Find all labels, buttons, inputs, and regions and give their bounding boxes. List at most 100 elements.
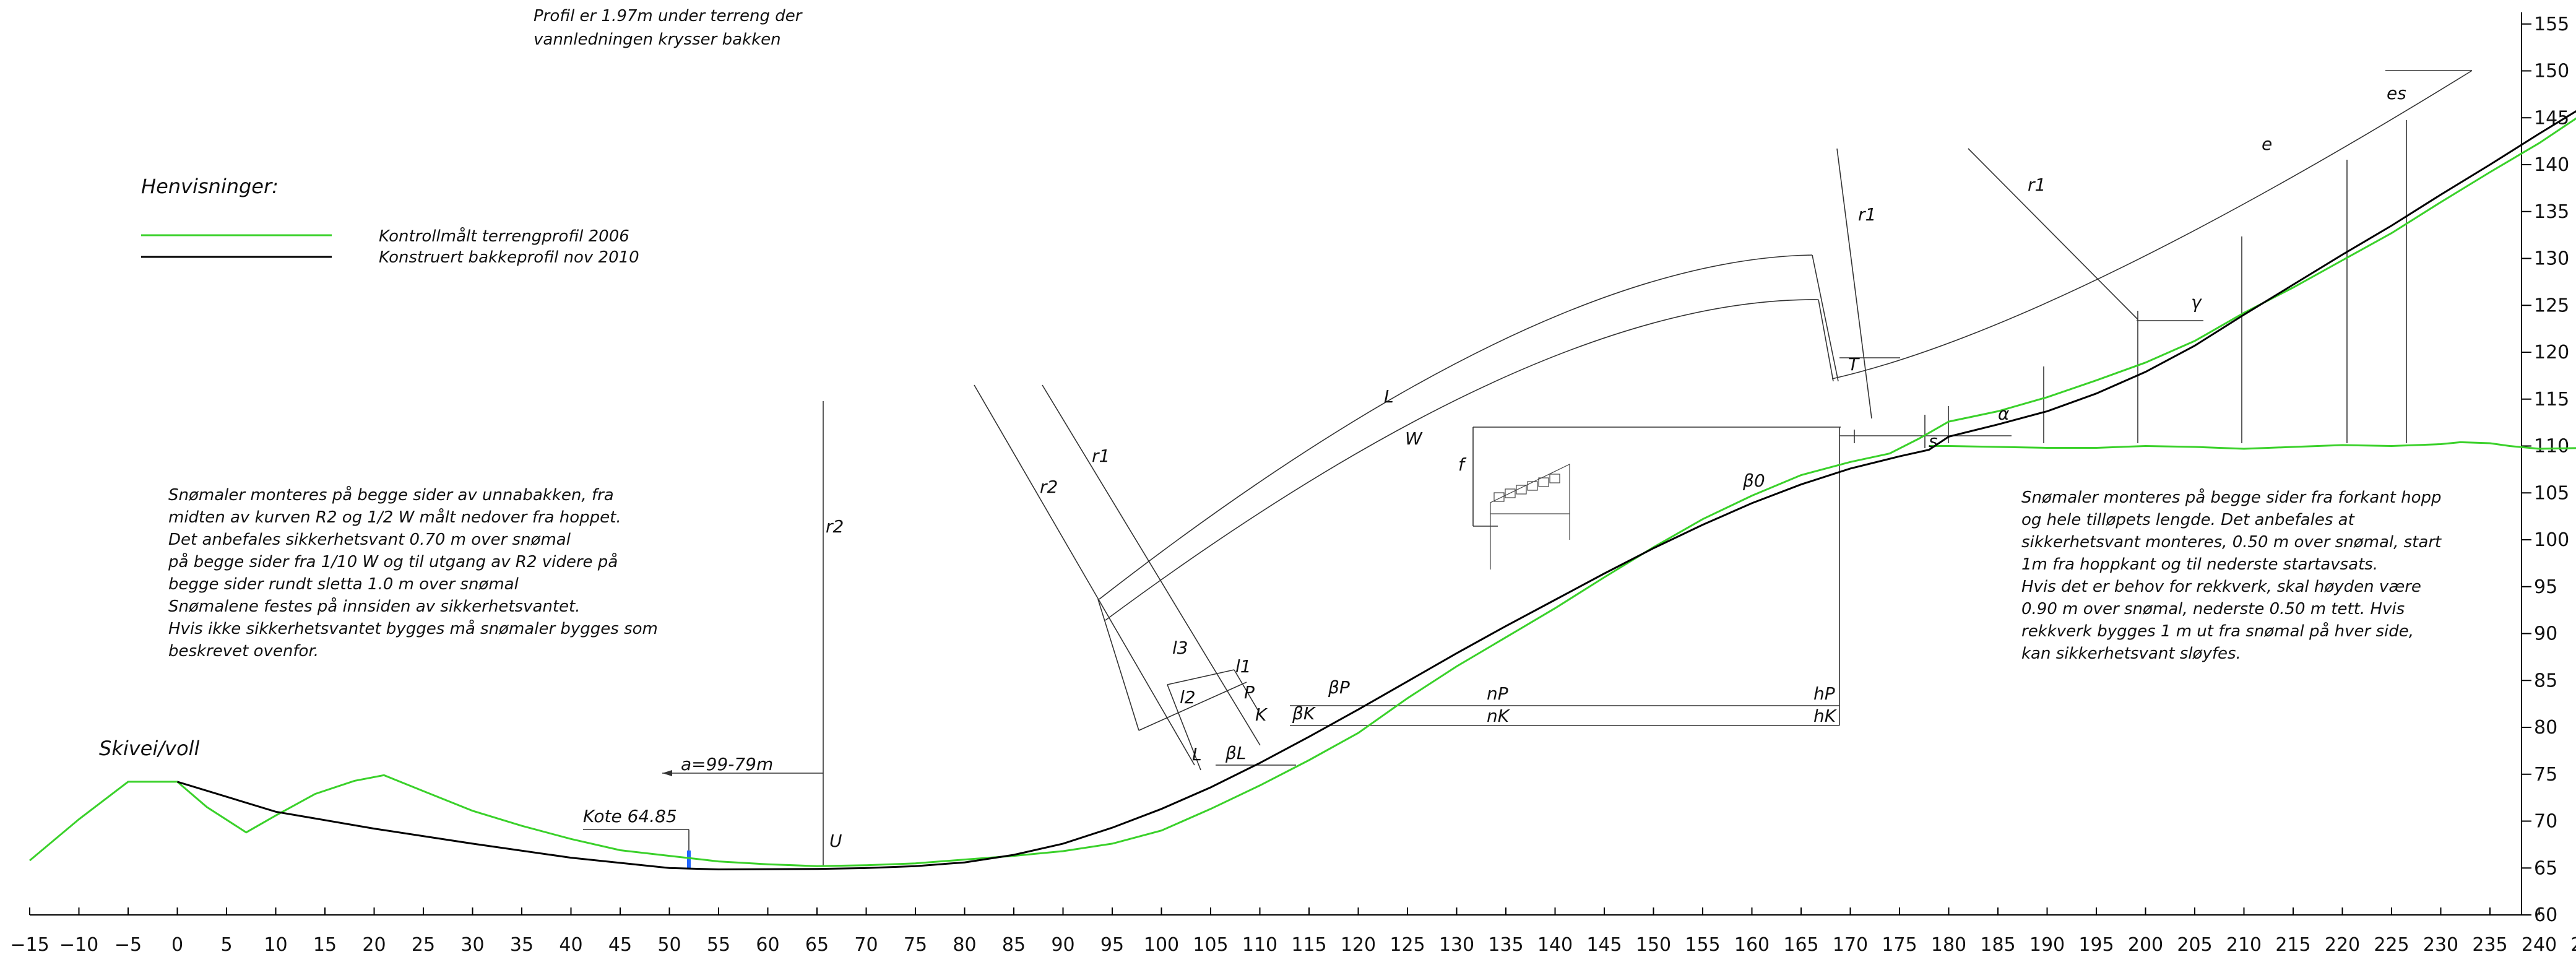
skivei-label: Skivei/voll xyxy=(99,737,199,760)
y-axis-tick-label: 150 xyxy=(2534,61,2569,82)
note-right-line: Snømaler monteres på begge sider fra for… xyxy=(2021,488,2442,507)
header-note-line2: vannledningen krysser bakken xyxy=(534,30,781,49)
x-axis-tick-label: 150 xyxy=(1636,934,1671,956)
betaP-label: βP xyxy=(1328,677,1350,698)
y-axis-tick-label: 115 xyxy=(2534,389,2569,410)
x-axis-tick-label: 15 xyxy=(313,934,337,956)
x-axis-tick-label: 135 xyxy=(1488,934,1523,956)
x-axis-tick-label: 230 xyxy=(2423,934,2458,956)
s-label: s xyxy=(1929,431,1938,451)
x-axis-tick-label: 200 xyxy=(2128,934,2163,956)
r2-radial-label: r2 xyxy=(1040,477,1058,497)
terrain-profile-2006-line xyxy=(29,117,2576,867)
y-axis-tick-label: 95 xyxy=(2534,576,2557,598)
nK-label: nK xyxy=(1487,706,1511,726)
y-axis-tick-label: 120 xyxy=(2534,342,2569,363)
y-axis-tick-label: 90 xyxy=(2534,623,2557,645)
y-axis-tick-label: 140 xyxy=(2534,154,2569,176)
es-label: es xyxy=(2387,83,2406,103)
x-axis-tick-label: 20 xyxy=(362,934,386,956)
x-axis-ticks: −15 −10 −5 0 5 10 15 20 25 30 35 40 45 50 55 60 65 70 75 80… xyxy=(10,907,2576,956)
x-axis-tick-label: 110 xyxy=(1242,934,1277,956)
y-axis-tick-label: 125 xyxy=(2534,295,2569,316)
note-left-line: på begge sider fra 1/10 W og til utgang … xyxy=(168,552,618,571)
note-left-line: Snømaler monteres på begge sider av unna… xyxy=(168,485,614,504)
note-left-line: midten av kurven R2 og 1/2 W målt nedove… xyxy=(168,508,621,527)
y-axis-tick-label: 85 xyxy=(2534,670,2557,691)
a-dimension-label: a=99-79m xyxy=(681,754,773,774)
x-axis-tick-label: 190 xyxy=(2029,934,2065,956)
gamma-label: γ xyxy=(2191,292,2202,313)
constructed-profile-2010-line xyxy=(177,110,2576,871)
note-right-line: Hvis det er behov for rekkverk, skal høy… xyxy=(2021,578,2421,596)
r1-radial-line xyxy=(1042,384,1261,746)
legend: Henvisninger: Kontrollmålt terrengprofil… xyxy=(141,175,639,267)
P-label: P xyxy=(1244,682,1255,703)
x-axis-tick-label: 215 xyxy=(2275,934,2310,956)
x-axis-tick-label: 55 xyxy=(707,934,730,956)
y-axis-ticks: 60 65 70 75 80 85 90 95 100 105 110 115 120 125 130 135… xyxy=(2522,14,2569,926)
drawing-labels: Skivei/voll Kote 64.85 a=99-79m r2 U r2 … xyxy=(99,83,2406,851)
x-axis-tick-label: 65 xyxy=(805,934,829,956)
betaL-label: βL xyxy=(1225,743,1246,763)
x-axis-tick-label: 70 xyxy=(854,934,878,956)
x-axis-tick-label: 10 xyxy=(264,934,287,956)
l2-bottom-line xyxy=(1138,682,1247,731)
x-axis-tick-label: −15 xyxy=(10,934,49,956)
note-right: Snømaler monteres på begge sider fra for… xyxy=(2021,488,2442,663)
note-right-line: og hele tilløpets lengde. Det anbefales … xyxy=(2021,511,2355,529)
x-axis-tick-label: 180 xyxy=(1931,934,1966,956)
r2-left-label: r2 xyxy=(826,516,844,537)
note-left-line: Hvis ikke sikkerhetsvantet bygges må snø… xyxy=(168,619,658,638)
x-axis-tick-label: 165 xyxy=(1783,934,1818,956)
note-right-line: 0.90 m over snømal, nederste 0.50 m tett… xyxy=(2021,600,2405,618)
x-axis-tick-label: 130 xyxy=(1439,934,1474,956)
r1-upper-line xyxy=(1836,148,1872,419)
y-axis-tick-label: 100 xyxy=(2534,529,2569,551)
note-right-line: rekkverk bygges 1 m ut fra snømal på hve… xyxy=(2021,621,2414,641)
note-right-line: sikkerhetsvant monteres, 0.50 m over snø… xyxy=(2021,533,2442,552)
note-right-line: kan sikkerhetsvant sløyfes. xyxy=(2021,644,2241,663)
x-axis-tick-label: 225 xyxy=(2374,934,2409,956)
x-axis-tick-label: 95 xyxy=(1100,934,1124,956)
U-label: U xyxy=(829,831,842,851)
kote-label: Kote 64.85 xyxy=(583,806,677,826)
y-axis-tick-label: 135 xyxy=(2534,201,2569,223)
x-axis-tick-label: 50 xyxy=(657,934,681,956)
x-axis-tick-label: 240 xyxy=(2522,934,2557,956)
r1-upper-line-2 xyxy=(1968,148,2138,320)
x-axis-tick-label: 210 xyxy=(2226,934,2262,956)
l1-right-line xyxy=(1234,669,1260,712)
x-axis-tick-label: 185 xyxy=(1980,934,2015,956)
x-axis-tick-label: 160 xyxy=(1734,934,1770,956)
x-axis-tick-label: 245 xyxy=(2570,934,2576,956)
l1-top-line xyxy=(1167,669,1235,685)
legend-label-constructed: Konstruert bakkeprofil nov 2010 xyxy=(379,248,639,267)
x-axis-tick-label: 105 xyxy=(1193,934,1228,956)
x-axis-tick-label: 175 xyxy=(1882,934,1917,956)
alpha-label: α xyxy=(1998,404,2010,424)
l2-label: l2 xyxy=(1180,687,1196,708)
x-axis-tick-label: 115 xyxy=(1291,934,1326,956)
T-label: T xyxy=(1848,354,1860,375)
hK-label: hK xyxy=(1813,706,1838,726)
x-axis-tick-label: 125 xyxy=(1390,934,1425,956)
x-axis-tick-label: 120 xyxy=(1341,934,1376,956)
note-right-line: 1m fra hoppkant og til nederste startavs… xyxy=(2021,555,2378,574)
x-axis-tick-label: 100 xyxy=(1144,934,1179,956)
y-axis-tick-label: 60 xyxy=(2534,904,2557,926)
y-axis-tick-label: 110 xyxy=(2534,436,2569,457)
x-axis-tick-label: 25 xyxy=(412,934,435,956)
y-axis-tick-label: 80 xyxy=(2534,717,2557,738)
l2-left-line xyxy=(1167,684,1201,771)
y-axis-tick-label: 130 xyxy=(2534,248,2569,270)
hP-label: hP xyxy=(1813,683,1835,704)
x-axis-tick-label: 45 xyxy=(608,934,632,956)
f-label: f xyxy=(1458,454,1467,475)
judge-tower xyxy=(1490,464,1570,569)
W-arc xyxy=(1105,299,1819,621)
x-axis-tick-label: 145 xyxy=(1586,934,1622,956)
x-axis-tick-label: −10 xyxy=(59,934,98,956)
x-axis-tick-label: 30 xyxy=(460,934,484,956)
